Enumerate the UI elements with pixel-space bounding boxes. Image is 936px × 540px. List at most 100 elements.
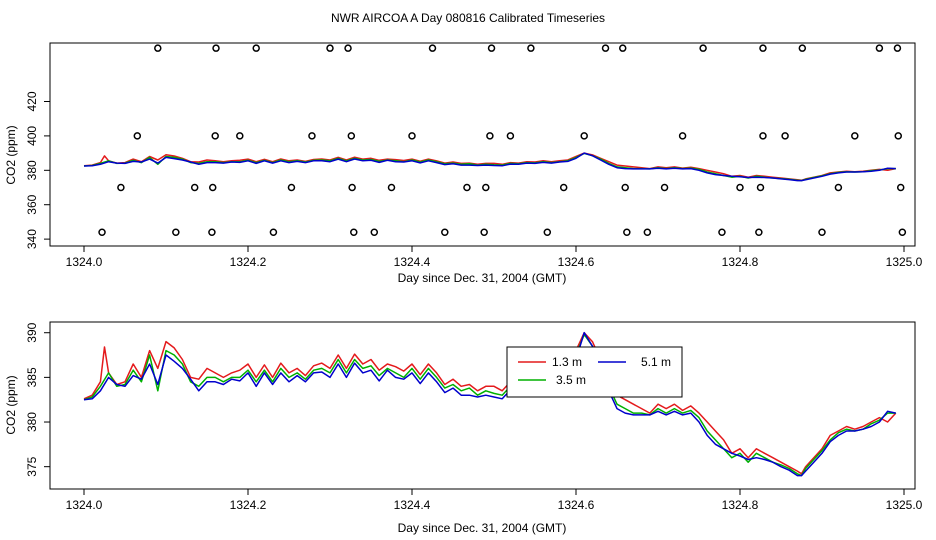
- bottom-series-5.1m: [83, 331, 896, 477]
- legend: 1.3 m 5.1 m 3.5 m: [506, 346, 683, 398]
- top-xtick-label: 1324.6: [558, 255, 595, 269]
- calibration-marker: [896, 183, 905, 192]
- calibration-marker: [699, 44, 707, 52]
- bottom-xtick-label: 1324.4: [394, 498, 431, 512]
- calibration-marker: [851, 132, 859, 140]
- calibration-markers: [98, 44, 907, 236]
- legend-label-1.3m: 1.3 m: [552, 355, 582, 369]
- calibration-marker: [486, 132, 494, 140]
- top-minor-ytick-label: 360: [25, 194, 39, 214]
- bottom-xtick-label: 1325.0: [886, 498, 923, 512]
- calibration-marker: [898, 228, 907, 236]
- x-axis-label-bottom: Day since Dec. 31, 2004 (GMT): [398, 521, 567, 535]
- calibration-marker: [894, 132, 903, 140]
- calibration-marker: [408, 132, 416, 140]
- legend-label-3.5m: 3.5 m: [556, 373, 586, 387]
- calibration-marker: [718, 228, 726, 236]
- bottom-ytick-label: 380: [25, 412, 39, 432]
- calibration-marker: [781, 132, 789, 140]
- calibration-marker: [623, 228, 631, 236]
- calibration-marker: [893, 44, 902, 52]
- y-axis-label-top: CO2 (ppm): [4, 125, 18, 184]
- calibration-marker: [759, 132, 767, 140]
- top-ytick-label: 380: [25, 160, 39, 180]
- calibration-marker: [482, 183, 490, 192]
- calibration-marker: [736, 183, 744, 192]
- calibration-marker: [798, 44, 807, 52]
- series-lines-bottom: [83, 331, 897, 477]
- calibration-marker: [387, 183, 396, 192]
- panel-top: 1324.0 1324.2 1324.4 1324.6 1324.8 1325.0 340…: [4, 42, 923, 285]
- bottom-ytick-label: 390: [25, 322, 39, 342]
- calibration-marker: [133, 132, 142, 140]
- legend-label-5.1m: 5.1 m: [641, 355, 671, 369]
- calibration-marker: [818, 228, 826, 236]
- calibration-marker: [527, 44, 535, 52]
- calibration-marker: [480, 228, 488, 236]
- legend-box: [506, 346, 683, 398]
- top-minor-ytick-label: 400: [25, 126, 39, 146]
- calibration-marker: [834, 183, 843, 192]
- bottom-ytick-label: 375: [25, 456, 39, 476]
- calibration-marker: [208, 183, 217, 192]
- y-axis-label-bottom: CO2 (ppm): [4, 375, 18, 434]
- x-axis-label-top: Day since Dec. 31, 2004 (GMT): [398, 271, 567, 285]
- calibration-marker: [344, 44, 352, 52]
- top-series-1.3m: [83, 152, 896, 182]
- calibration-marker: [117, 183, 125, 192]
- calibration-marker: [370, 228, 379, 236]
- top-xtick-label: 1324.0: [66, 255, 103, 269]
- calibration-marker: [252, 44, 260, 52]
- calibration-marker: [759, 44, 767, 52]
- top-series-5.1m: [83, 152, 896, 182]
- calibration-marker: [756, 183, 765, 192]
- calibration-marker: [580, 132, 588, 140]
- x-axis-bottom: 1324.0 1324.2 1324.4 1324.6 1324.8 1325.0: [66, 489, 923, 512]
- top-xtick-label: 1325.0: [886, 255, 923, 269]
- calibration-marker: [326, 44, 334, 52]
- calibration-marker: [350, 228, 358, 236]
- calibration-marker: [441, 228, 449, 236]
- calibration-marker: [269, 228, 278, 236]
- calibration-marker: [875, 44, 884, 52]
- calibration-marker: [347, 132, 356, 140]
- calibration-marker: [559, 183, 568, 192]
- bottom-xtick-label: 1324.6: [558, 498, 595, 512]
- bottom-xtick-label: 1324.8: [722, 498, 759, 512]
- calibration-marker: [98, 228, 106, 236]
- calibration-marker: [190, 183, 199, 192]
- calibration-marker: [172, 228, 180, 236]
- y-axis-top: 340 380 420 360 400: [25, 91, 50, 249]
- series-lines-top: [83, 152, 896, 182]
- calibration-marker: [621, 183, 629, 192]
- top-xtick-label: 1324.4: [394, 255, 431, 269]
- calibration-marker: [348, 183, 356, 192]
- calibration-marker: [601, 44, 610, 52]
- plot-frame-top: [49, 42, 916, 247]
- calibration-marker: [506, 132, 515, 140]
- calibration-marker: [618, 44, 627, 52]
- top-xtick-label: 1324.8: [722, 255, 759, 269]
- calibration-marker: [643, 228, 652, 236]
- top-series-3.5m: [83, 152, 896, 182]
- calibration-marker: [487, 44, 496, 52]
- y-axis-bottom: 375 380 385 390: [25, 322, 50, 477]
- calibration-marker: [236, 132, 244, 140]
- calibration-marker: [678, 132, 687, 140]
- calibration-marker: [211, 132, 219, 140]
- calibration-marker: [308, 132, 316, 140]
- calibration-marker: [463, 183, 471, 192]
- plot-frame-bottom: [49, 321, 916, 490]
- bottom-xtick-label: 1324.0: [66, 498, 103, 512]
- panel-bottom: 1324.0 1324.2 1324.4 1324.6 1324.8 1325.0 375…: [4, 321, 923, 535]
- top-xtick-label: 1324.2: [230, 255, 267, 269]
- calibration-marker: [428, 44, 437, 52]
- top-ytick-label: 340: [25, 229, 39, 249]
- x-axis-top: 1324.0 1324.2 1324.4 1324.6 1324.8 1325.0: [66, 246, 923, 269]
- calibration-marker: [543, 228, 552, 236]
- calibration-marker: [154, 44, 162, 52]
- calibration-marker: [212, 44, 220, 52]
- calibration-marker: [208, 228, 216, 236]
- calibration-marker: [755, 228, 763, 236]
